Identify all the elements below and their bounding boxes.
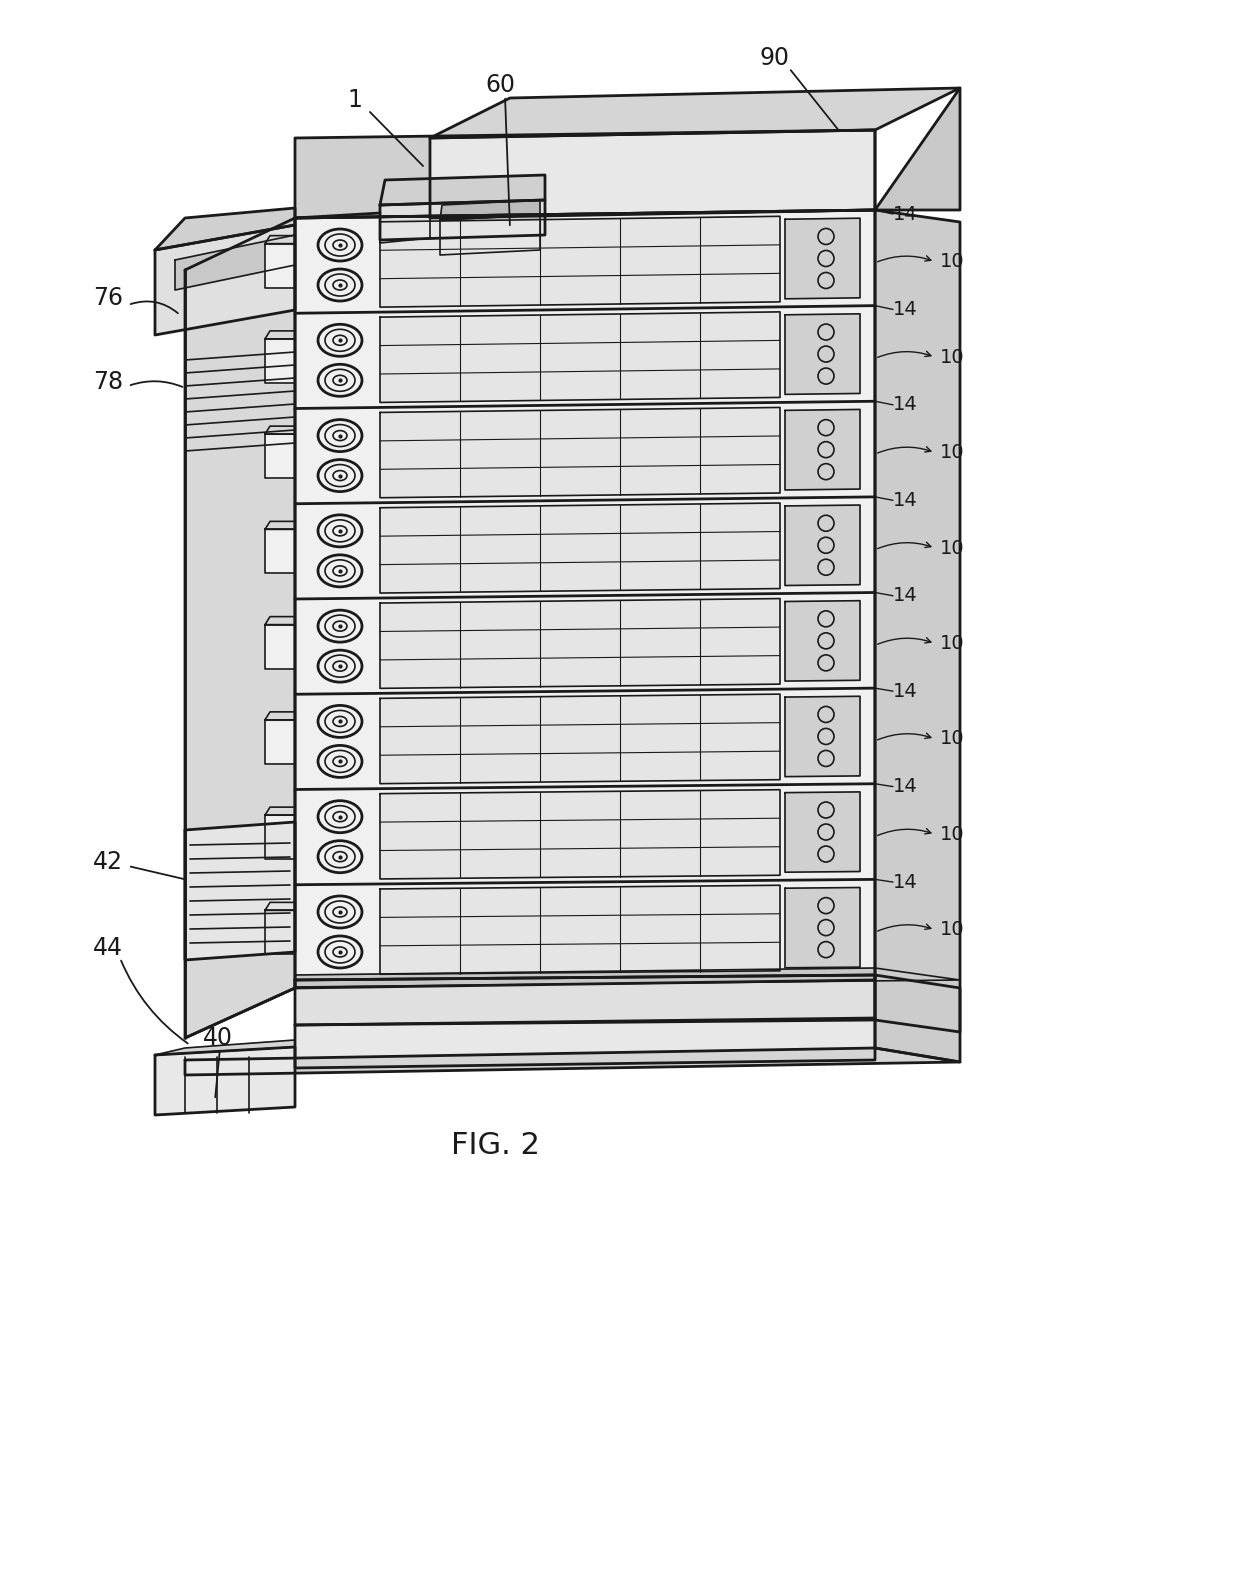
Text: 14: 14 (893, 491, 918, 510)
Polygon shape (430, 87, 960, 138)
Polygon shape (155, 1046, 295, 1115)
Text: 78: 78 (93, 370, 123, 394)
Polygon shape (379, 695, 780, 784)
Polygon shape (430, 130, 875, 218)
Polygon shape (265, 625, 295, 669)
Polygon shape (265, 522, 295, 529)
Polygon shape (155, 226, 295, 335)
Polygon shape (379, 502, 780, 593)
Polygon shape (295, 130, 875, 218)
Polygon shape (379, 598, 780, 688)
Polygon shape (265, 617, 295, 625)
Text: FIG. 2: FIG. 2 (450, 1130, 539, 1159)
Polygon shape (265, 911, 295, 954)
Polygon shape (185, 218, 295, 1038)
Text: 10: 10 (940, 730, 965, 749)
Text: 10: 10 (940, 444, 965, 463)
Polygon shape (875, 975, 960, 1032)
Text: 10: 10 (940, 348, 965, 367)
Polygon shape (265, 903, 295, 911)
Polygon shape (265, 434, 295, 479)
Polygon shape (785, 410, 861, 490)
Polygon shape (785, 218, 861, 299)
Text: 14: 14 (893, 396, 918, 415)
Text: 14: 14 (893, 587, 918, 606)
Polygon shape (295, 210, 875, 987)
Text: 40: 40 (203, 1026, 233, 1049)
Text: 10: 10 (940, 921, 965, 940)
Polygon shape (155, 208, 295, 250)
Text: 14: 14 (893, 682, 918, 701)
Polygon shape (265, 529, 295, 574)
Polygon shape (265, 712, 295, 720)
Polygon shape (785, 506, 861, 585)
Polygon shape (265, 426, 295, 434)
Polygon shape (155, 1040, 295, 1056)
Polygon shape (785, 313, 861, 394)
Polygon shape (379, 200, 546, 240)
Polygon shape (265, 339, 295, 383)
Text: 10: 10 (940, 539, 965, 558)
Polygon shape (875, 210, 960, 1062)
Polygon shape (875, 87, 960, 210)
Text: 10: 10 (940, 825, 965, 844)
Polygon shape (295, 968, 960, 987)
Polygon shape (265, 243, 295, 288)
Polygon shape (785, 792, 861, 873)
Text: 1: 1 (347, 87, 362, 111)
Polygon shape (440, 200, 539, 219)
Polygon shape (785, 601, 861, 681)
Polygon shape (785, 887, 861, 968)
Polygon shape (265, 816, 295, 859)
Polygon shape (185, 1048, 960, 1075)
Polygon shape (265, 235, 295, 243)
Text: 42: 42 (93, 851, 123, 875)
Text: 60: 60 (485, 73, 515, 97)
Polygon shape (785, 696, 861, 776)
Polygon shape (440, 215, 539, 254)
Text: 14: 14 (893, 205, 918, 224)
Polygon shape (295, 1018, 875, 1068)
Polygon shape (265, 720, 295, 763)
Polygon shape (185, 822, 295, 960)
Text: 76: 76 (93, 286, 123, 310)
Text: 44: 44 (93, 937, 123, 960)
Polygon shape (379, 312, 780, 402)
Polygon shape (379, 886, 780, 975)
Text: 90: 90 (760, 46, 790, 70)
Polygon shape (175, 235, 295, 289)
Polygon shape (379, 790, 780, 879)
Polygon shape (265, 808, 295, 816)
Polygon shape (379, 175, 546, 205)
Polygon shape (295, 975, 875, 1026)
Text: 14: 14 (893, 873, 918, 892)
Text: 14: 14 (893, 778, 918, 797)
Text: 10: 10 (940, 634, 965, 653)
Text: 10: 10 (940, 253, 965, 272)
Text: 14: 14 (893, 301, 918, 320)
Polygon shape (379, 407, 780, 498)
Polygon shape (265, 331, 295, 339)
Polygon shape (379, 216, 780, 307)
